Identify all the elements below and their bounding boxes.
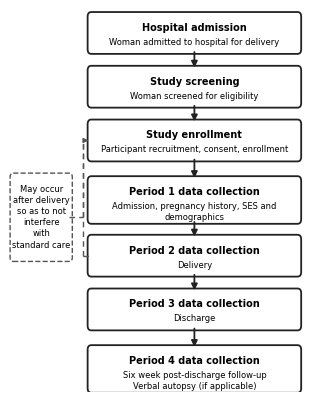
- Text: Hospital admission: Hospital admission: [142, 23, 247, 33]
- Text: Woman screened for eligibility: Woman screened for eligibility: [130, 92, 258, 101]
- Text: Participant recruitment, consent, enrollment: Participant recruitment, consent, enroll…: [101, 146, 288, 154]
- FancyBboxPatch shape: [88, 120, 301, 162]
- Text: Study enrollment: Study enrollment: [146, 130, 242, 140]
- Text: Discharge: Discharge: [173, 314, 216, 324]
- Text: Period 1 data collection: Period 1 data collection: [129, 186, 260, 196]
- Text: Admission, pregnancy history, SES and
demographics: Admission, pregnancy history, SES and de…: [112, 202, 276, 222]
- Text: Six week post-discharge follow-up
Verbal autopsy (if applicable): Six week post-discharge follow-up Verbal…: [123, 371, 266, 391]
- FancyBboxPatch shape: [88, 12, 301, 54]
- FancyBboxPatch shape: [88, 288, 301, 330]
- Text: Delivery: Delivery: [177, 261, 212, 270]
- Text: Period 3 data collection: Period 3 data collection: [129, 300, 260, 310]
- Text: Woman admitted to hospital for delivery: Woman admitted to hospital for delivery: [109, 38, 280, 47]
- FancyBboxPatch shape: [88, 176, 301, 224]
- Text: Period 2 data collection: Period 2 data collection: [129, 246, 260, 256]
- Text: Period 4 data collection: Period 4 data collection: [129, 356, 260, 366]
- FancyBboxPatch shape: [88, 66, 301, 108]
- FancyBboxPatch shape: [10, 173, 72, 262]
- FancyBboxPatch shape: [88, 235, 301, 277]
- FancyBboxPatch shape: [88, 345, 301, 393]
- Text: May occur
after delivery
so as to not
interfere
with
standard care: May occur after delivery so as to not in…: [12, 185, 70, 250]
- Text: Study screening: Study screening: [149, 77, 239, 87]
